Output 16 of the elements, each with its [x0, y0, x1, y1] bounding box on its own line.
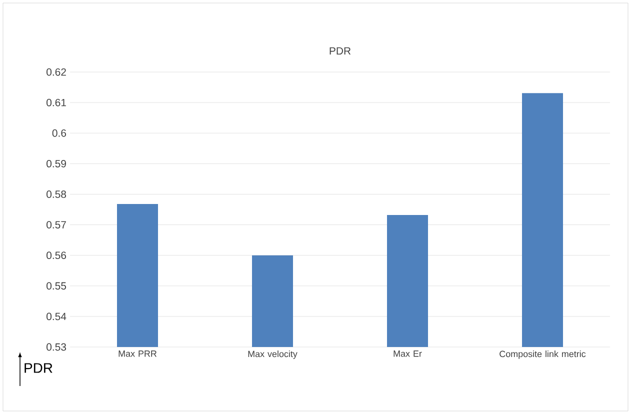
y-tick-label: 0.54	[46, 312, 66, 320]
y-tick-label: 0.56	[46, 252, 66, 260]
y-axis-title: PDR	[24, 363, 52, 373]
y-tick-label: 0.62	[46, 68, 66, 76]
x-tick-label: Max PRR	[118, 350, 157, 357]
x-tick-label: Composite link metric	[500, 350, 586, 359]
y-tick-label: 0.61	[46, 98, 66, 106]
x-tick-label: Max Er	[394, 350, 422, 357]
y-tick-label: 0.55	[46, 282, 66, 290]
y-tick-label: 0.57	[46, 221, 66, 228]
chart-title: PDR	[330, 47, 351, 55]
x-tick-label: Max velocity	[248, 350, 298, 359]
y-tick-label: 0.59	[46, 160, 66, 168]
y-tick-label: 0.6	[52, 129, 66, 137]
y-tick-label: 0.53	[46, 343, 66, 351]
y-tick-label: 0.58	[46, 190, 66, 198]
